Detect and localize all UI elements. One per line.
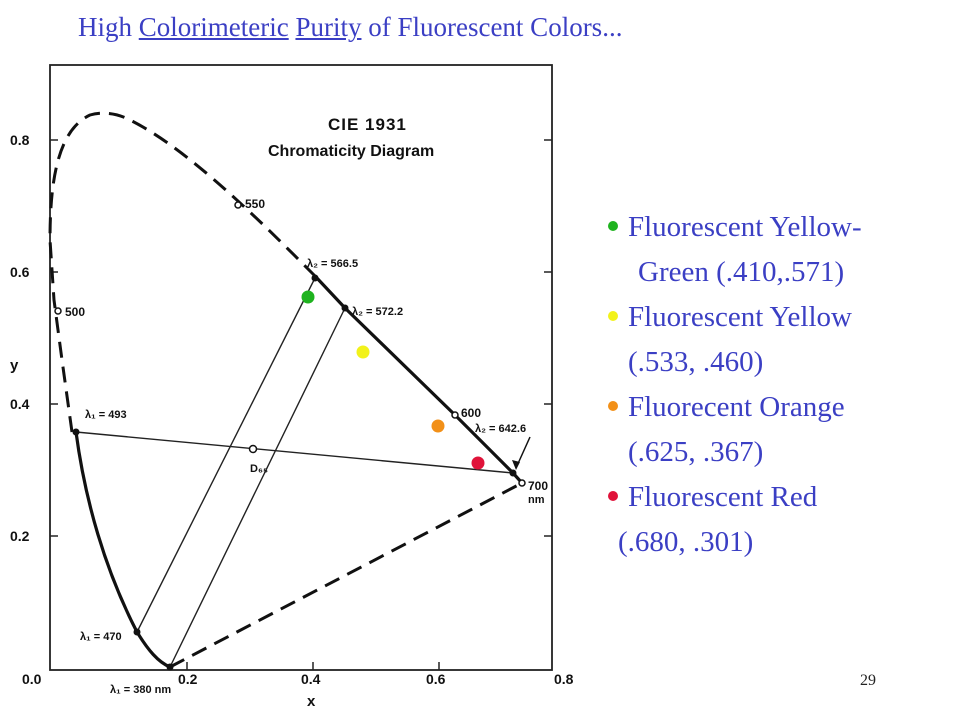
x-tick-label-0.4: 0.4 <box>301 671 321 687</box>
label-lambda1-493: λ₁ = 493 <box>85 409 127 421</box>
y-tick-label-0.6: 0.6 <box>10 264 30 280</box>
x-axis-label: x <box>307 693 316 710</box>
y-axis-label: y <box>10 357 19 374</box>
label-lambda1-470: λ₁ = 470 <box>80 631 122 643</box>
label-lambda2-572-2: λ₂ = 572.2 <box>352 306 403 318</box>
label-500: 500 <box>65 305 85 319</box>
diagram-heading-line2: Chromaticity Diagram <box>268 143 434 160</box>
label-lambda1-380: λ₁ = 380 nm <box>110 684 171 696</box>
purple-line <box>169 481 523 669</box>
title-word-purity: Purity <box>295 12 362 42</box>
legend-item-red: Fluorescent Red <box>608 475 862 520</box>
spectral-locus-solid-left <box>74 431 171 669</box>
x-tick-label-0.8: 0.8 <box>554 671 574 687</box>
legend-name: Fluorescent Red <box>628 481 818 513</box>
label-600: 600 <box>461 406 481 420</box>
legend-item-orange: Fluorecent Orange <box>608 385 862 430</box>
y-tick-label-0.4: 0.4 <box>10 396 30 412</box>
legend-coord-yellow: (.533, .460) <box>608 340 862 385</box>
x-tick-label-0.6: 0.6 <box>426 671 446 687</box>
point-fluorescent-red <box>471 456 485 470</box>
color-legend: Fluorescent Yellow- Green (.410,.571) Fl… <box>608 205 862 565</box>
legend-dot-icon <box>608 311 618 322</box>
legend-coord-orange: (.625, .367) <box>608 430 862 475</box>
point-fluorescent-orange <box>431 419 445 433</box>
legend-dot-icon <box>608 491 618 502</box>
title-prefix: High <box>78 12 139 42</box>
arrow-642-head <box>512 460 520 470</box>
slide-title: High Colorimeteric Purity of Fluorescent… <box>78 12 622 43</box>
legend-coord: (.680, .301) <box>618 526 754 558</box>
label-lambda2-642-6: λ₂ = 642.6 <box>475 423 526 435</box>
title-suffix: of Fluorescent Colors... <box>361 12 623 42</box>
diagram-heading-line1: CIE 1931 <box>328 115 407 134</box>
legend-item-yellow: Fluorescent Yellow <box>608 295 862 340</box>
legend-coord-yellow-green: Green (.410,.571) <box>608 250 862 295</box>
legend-coord: Green (.410,.571) <box>638 256 845 288</box>
title-word-colorimeteric: Colorimeteric <box>138 12 289 42</box>
point-fluorescent-yellow <box>356 345 370 359</box>
legend-name: Fluorescent Yellow <box>628 301 852 333</box>
locus-markers <box>54 201 526 671</box>
legend-coord: (.625, .367) <box>628 436 764 468</box>
construction-lines <box>75 277 514 668</box>
label-700: 700 <box>528 479 548 493</box>
page-number: 29 <box>860 672 876 689</box>
legend-item-yellow-green: Fluorescent Yellow- <box>608 205 862 250</box>
label-550: 550 <box>245 197 265 211</box>
label-nm: nm <box>528 494 545 506</box>
x-tick-label-0.2: 0.2 <box>178 671 198 687</box>
label-d65: D₆₅ <box>250 463 268 475</box>
legend-coord-red: (.680, .301) <box>608 520 862 565</box>
y-tick-label-0.8: 0.8 <box>10 132 30 148</box>
point-fluorescent-yellow-green <box>301 290 315 304</box>
legend-name: Fluorescent Yellow- <box>628 211 862 243</box>
spectral-locus-dashed <box>48 111 317 433</box>
legend-dot-icon <box>608 401 618 412</box>
x-tick-marks <box>186 662 440 670</box>
legend-name: Fluorecent Orange <box>628 391 845 423</box>
y-tick-label-0.2: 0.2 <box>10 528 30 544</box>
legend-dot-icon <box>608 221 618 232</box>
label-lambda2-566-5: λ₂ = 566.5 <box>307 258 358 270</box>
diagram-frame <box>49 64 553 671</box>
y-tick-marks <box>50 139 552 537</box>
legend-coord: (.533, .460) <box>628 346 764 378</box>
x-tick-label-0.0: 0.0 <box>22 671 42 687</box>
